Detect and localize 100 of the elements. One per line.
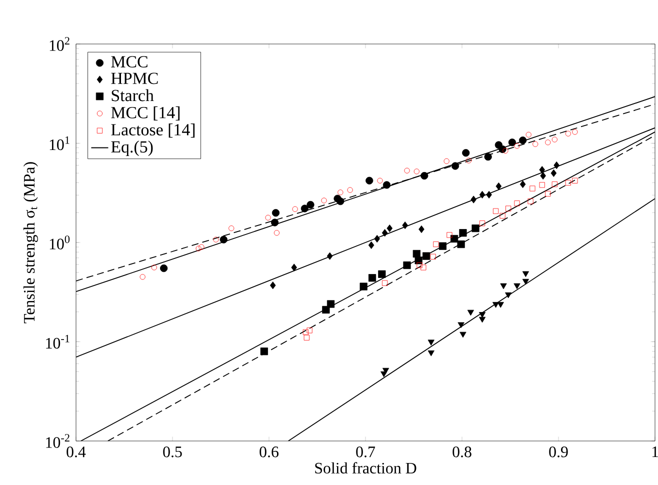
- point: [198, 244, 204, 250]
- legend-label: HPMC: [111, 72, 158, 84]
- point: [326, 300, 335, 308]
- point: [478, 316, 486, 323]
- point: [322, 306, 330, 314]
- point: [444, 158, 450, 164]
- point: [539, 166, 545, 174]
- point: [140, 274, 146, 280]
- point: [418, 225, 424, 234]
- point: [565, 180, 571, 186]
- x-tick-label: 0.7: [356, 446, 376, 458]
- point: [514, 283, 520, 290]
- x-tick-label: 0.6: [260, 446, 278, 458]
- point: [565, 130, 571, 136]
- point: [420, 172, 428, 180]
- point: [272, 209, 280, 217]
- point: [270, 218, 279, 226]
- point: [300, 204, 309, 212]
- point: [220, 236, 228, 244]
- point: [428, 350, 434, 356]
- point: [382, 181, 391, 189]
- point: [484, 153, 492, 161]
- point: [522, 278, 530, 285]
- y-tick-label: 10$^{0}$: [50, 236, 70, 250]
- point: [492, 208, 499, 214]
- point: [428, 340, 434, 346]
- y-tick-label: 10$^{-2}$: [46, 434, 70, 448]
- point: [414, 256, 422, 264]
- point: [374, 234, 380, 243]
- y-tick-label: 10$^{-1}$: [46, 334, 70, 349]
- point: [450, 234, 458, 243]
- point: [466, 158, 472, 164]
- point: [306, 200, 314, 209]
- point: [438, 242, 447, 250]
- point: [366, 176, 374, 184]
- point: [519, 136, 527, 144]
- y-tick-label: 10$^{2}$: [50, 37, 70, 51]
- point: [459, 229, 467, 237]
- point: [500, 212, 506, 219]
- point: [446, 232, 452, 238]
- x-tick-label: 0.5: [163, 446, 182, 458]
- point: [572, 129, 578, 135]
- point: [377, 178, 383, 184]
- point: [304, 334, 310, 340]
- point: [497, 302, 504, 308]
- point: [479, 190, 486, 199]
- point: [470, 196, 476, 204]
- point: [416, 262, 422, 268]
- point: [526, 132, 532, 138]
- point: [520, 180, 526, 188]
- point: [486, 190, 492, 199]
- point: [368, 274, 376, 282]
- point: [554, 161, 560, 170]
- point: [522, 271, 530, 278]
- point: [378, 270, 386, 278]
- point: [420, 264, 426, 270]
- point: [502, 148, 508, 154]
- point: [412, 250, 420, 258]
- point: [467, 310, 474, 316]
- point: [472, 224, 480, 232]
- point: [451, 162, 460, 170]
- point: [500, 283, 507, 290]
- point: [496, 182, 502, 190]
- point: [422, 252, 430, 260]
- legend-label: Starch: [112, 89, 154, 102]
- point: [260, 348, 268, 356]
- legend-label: Eq.(5): [111, 140, 153, 156]
- x-axis-title: Solid fraction D: [315, 462, 416, 474]
- y-axis-title: Tensile strength σ$_{t}$ (MPa): [23, 162, 38, 324]
- point: [404, 168, 410, 174]
- point: [539, 182, 545, 188]
- point: [196, 246, 202, 252]
- point: [532, 141, 538, 147]
- x-tick-label: 0.8: [452, 446, 472, 458]
- point: [382, 368, 390, 374]
- point: [274, 230, 280, 236]
- point: [338, 190, 344, 196]
- point: [572, 178, 578, 184]
- point: [306, 328, 312, 334]
- point: [508, 138, 516, 146]
- legend-label: MCC [14]: [111, 106, 180, 120]
- point: [270, 282, 276, 290]
- point: [505, 292, 512, 298]
- point: [160, 264, 168, 272]
- x-tick-label: 0.4: [66, 446, 86, 458]
- point: [302, 329, 308, 335]
- point: [347, 187, 353, 193]
- point: [430, 254, 436, 260]
- point: [506, 206, 512, 212]
- point: [213, 236, 219, 242]
- point: [151, 264, 157, 270]
- point: [514, 143, 520, 149]
- point: [458, 322, 464, 328]
- point: [457, 240, 465, 248]
- point: [321, 198, 327, 204]
- point: [360, 282, 368, 290]
- point: [402, 222, 408, 230]
- point: [479, 220, 486, 226]
- point: [545, 190, 551, 197]
- point: [265, 214, 271, 220]
